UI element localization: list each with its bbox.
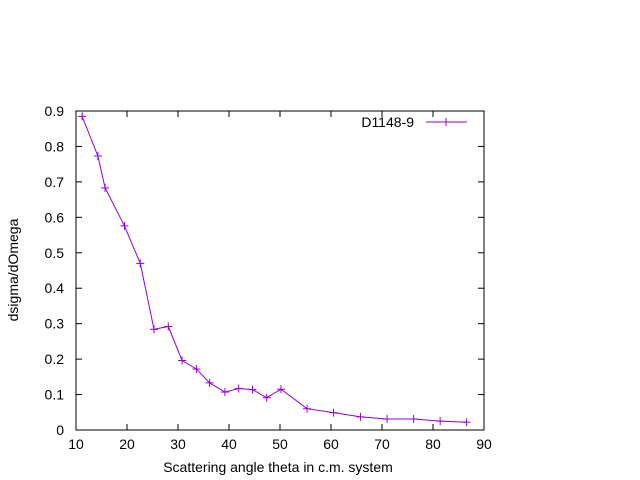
- x-tick-label: 50: [272, 436, 288, 452]
- data-point: [150, 325, 159, 334]
- legend-label: D1148-9: [361, 114, 414, 130]
- data-point: [192, 365, 201, 374]
- data-point: [78, 112, 87, 121]
- tick-labels: 10 20 30 40 50 60 70 80 90 0 0.1 0.2 0.3 0.4 0.5 0.6 0.7…: [45, 103, 492, 452]
- data-point: [277, 385, 286, 394]
- y-tick-label: 0.2: [45, 351, 65, 367]
- data-point: [120, 221, 129, 230]
- x-tick-label: 20: [119, 436, 135, 452]
- data-point: [262, 393, 271, 402]
- y-tick-label: 0.6: [45, 209, 65, 225]
- data-point: [329, 408, 338, 417]
- y-tick-label: 0.8: [45, 138, 65, 154]
- legend: D1148-9: [361, 114, 467, 130]
- y-tick-label: 0.4: [45, 280, 65, 296]
- x-tick-label: 90: [476, 436, 492, 452]
- series-layer: [78, 112, 471, 427]
- x-tick-label: 70: [374, 436, 390, 452]
- y-tick-label: 0.1: [45, 387, 65, 403]
- data-point: [409, 415, 418, 424]
- x-axis-label: Scattering angle theta in c.m. system: [163, 459, 393, 475]
- data-point: [220, 388, 229, 397]
- series-line: [81, 116, 467, 423]
- data-point: [205, 378, 214, 387]
- data-point: [101, 183, 110, 192]
- y-tick-label: 0: [56, 422, 64, 438]
- x-tick-label: 10: [68, 436, 84, 452]
- data-point: [383, 415, 392, 424]
- y-tick-label: 0.7: [45, 174, 65, 190]
- y-tick-label: 0.5: [45, 245, 65, 261]
- x-tick-label: 40: [221, 436, 237, 452]
- data-point: [234, 384, 243, 393]
- data-point: [303, 404, 312, 413]
- data-point: [93, 152, 102, 161]
- y-axis-label: dsigma/dOmega: [5, 218, 21, 321]
- x-tick-label: 60: [323, 436, 339, 452]
- axis-ticks: [75, 110, 485, 431]
- x-tick-label: 30: [170, 436, 186, 452]
- data-point: [356, 412, 365, 421]
- y-tick-label: 0.9: [45, 103, 65, 119]
- data-point: [462, 418, 471, 427]
- data-point: [248, 385, 257, 394]
- data-point: [164, 322, 173, 331]
- data-point: [178, 356, 187, 365]
- data-point: [136, 259, 145, 268]
- y-tick-label: 0.3: [45, 316, 65, 332]
- plot-frame: [75, 110, 485, 431]
- data-point: [436, 417, 445, 426]
- x-tick-label: 80: [425, 436, 441, 452]
